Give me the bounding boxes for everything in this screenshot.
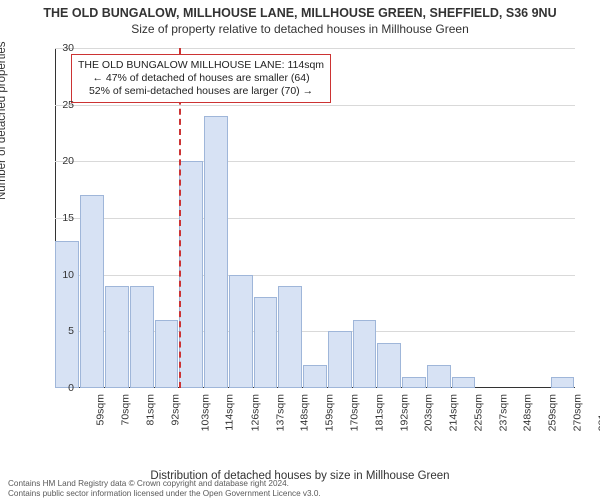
bar bbox=[204, 116, 228, 388]
bar bbox=[353, 320, 377, 388]
xtick-label: 70sqm bbox=[120, 394, 132, 426]
footer-line1: Contains HM Land Registry data © Crown c… bbox=[8, 479, 321, 488]
xtick-label: 181sqm bbox=[373, 394, 385, 431]
bar bbox=[155, 320, 179, 388]
plot-area: THE OLD BUNGALOW MILLHOUSE LANE: 114sqm←… bbox=[55, 48, 575, 388]
xtick-label: 92sqm bbox=[169, 394, 181, 426]
bar bbox=[402, 377, 426, 388]
ytick-label: 20 bbox=[62, 155, 74, 167]
bar bbox=[427, 365, 451, 388]
xtick-label: 237sqm bbox=[497, 394, 509, 431]
xtick-label: 203sqm bbox=[423, 394, 435, 431]
gridline bbox=[55, 48, 575, 49]
gridline bbox=[55, 161, 575, 162]
footer-attribution: Contains HM Land Registry data © Crown c… bbox=[8, 479, 321, 500]
footer-line2: Contains public sector information licen… bbox=[8, 489, 321, 498]
xtick-label: 81sqm bbox=[144, 394, 156, 426]
bar bbox=[130, 286, 154, 388]
bar bbox=[328, 331, 352, 388]
xtick-label: 59sqm bbox=[95, 394, 107, 426]
annotation-line1: THE OLD BUNGALOW MILLHOUSE LANE: 114sqm bbox=[78, 59, 324, 72]
bar bbox=[278, 286, 302, 388]
bar bbox=[179, 161, 203, 388]
bar bbox=[254, 297, 278, 388]
xtick-label: 192sqm bbox=[398, 394, 410, 431]
bar bbox=[80, 195, 104, 388]
title-sub: Size of property relative to detached ho… bbox=[0, 20, 600, 36]
xtick-label: 170sqm bbox=[348, 394, 360, 431]
xtick-label: 225sqm bbox=[472, 394, 484, 431]
annotation-line2: ← 47% of detached of houses are smaller … bbox=[78, 72, 324, 85]
xtick-label: 214sqm bbox=[447, 394, 459, 431]
xtick-label: 159sqm bbox=[324, 394, 336, 431]
bar bbox=[105, 286, 129, 388]
bar bbox=[303, 365, 327, 388]
bar bbox=[377, 343, 401, 388]
annotation-line3: 52% of semi-detached houses are larger (… bbox=[78, 85, 324, 98]
gridline bbox=[55, 218, 575, 219]
ytick-label: 25 bbox=[62, 99, 74, 111]
xtick-label: 126sqm bbox=[249, 394, 261, 431]
ytick-label: 15 bbox=[62, 212, 74, 224]
y-axis-label: Number of detached properties bbox=[0, 41, 8, 200]
ytick-label: 5 bbox=[68, 325, 74, 337]
bar bbox=[229, 275, 253, 388]
xtick-label: 270sqm bbox=[571, 394, 583, 431]
title-main: THE OLD BUNGALOW, MILLHOUSE LANE, MILLHO… bbox=[0, 0, 600, 20]
xtick-label: 259sqm bbox=[546, 394, 558, 431]
bar bbox=[551, 377, 575, 388]
xtick-label: 281sqm bbox=[596, 394, 600, 431]
xtick-label: 114sqm bbox=[224, 394, 236, 431]
bar bbox=[452, 377, 476, 388]
annotation-box: THE OLD BUNGALOW MILLHOUSE LANE: 114sqm←… bbox=[71, 54, 331, 103]
xtick-label: 148sqm bbox=[299, 394, 311, 431]
gridline bbox=[55, 275, 575, 276]
xtick-label: 248sqm bbox=[522, 394, 534, 431]
ytick-label: 30 bbox=[62, 42, 74, 54]
gridline bbox=[55, 105, 575, 106]
bar bbox=[55, 241, 79, 388]
xtick-label: 103sqm bbox=[200, 394, 212, 431]
xtick-label: 137sqm bbox=[274, 394, 286, 431]
ytick-label: 0 bbox=[68, 382, 74, 394]
ytick-label: 10 bbox=[62, 269, 74, 281]
